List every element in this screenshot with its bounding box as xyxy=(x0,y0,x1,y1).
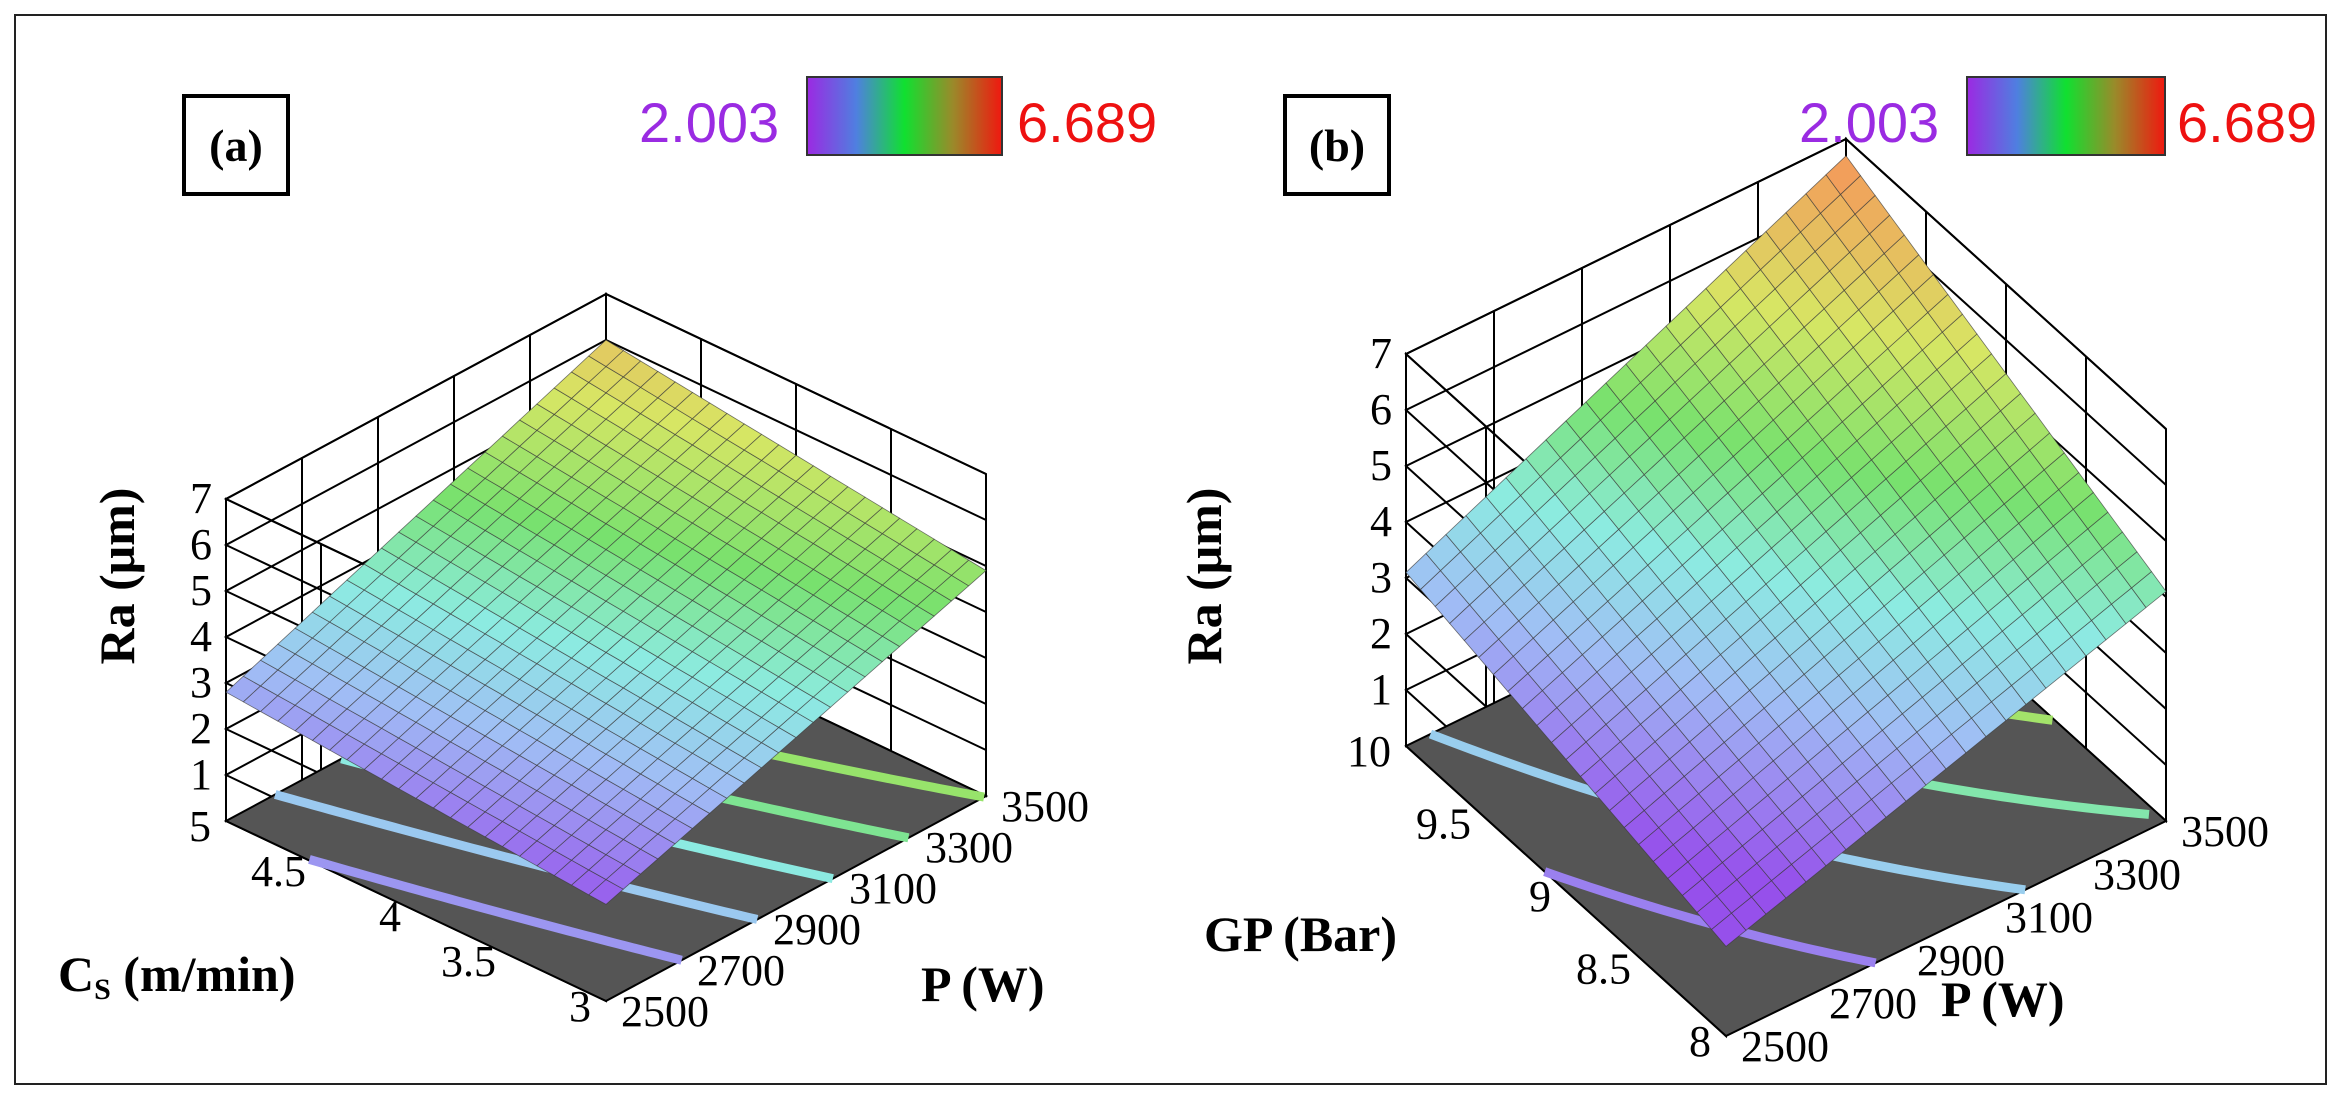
x-tick-label: 3500 xyxy=(1001,782,1089,831)
y-tick-label: 3.5 xyxy=(441,937,496,986)
y-tick-label: 10 xyxy=(1347,727,1391,776)
z-tick-label: 6 xyxy=(190,520,212,569)
colorbar-max-a: 6.689 xyxy=(1017,91,1158,154)
x-tick-label: 2700 xyxy=(1829,979,1917,1028)
x-tick-label: 3300 xyxy=(925,823,1013,872)
y-tick-label: 5 xyxy=(189,802,211,851)
z-axis-title-b: Ra (μm) xyxy=(1176,488,1232,665)
z-tick-label: 3 xyxy=(190,658,212,707)
surface-patch xyxy=(1825,155,1862,196)
x-tick-label: 2900 xyxy=(1917,936,2005,985)
plot-a-svg: 25002700290031003300350033.544.551234567… xyxy=(58,292,1089,1036)
floor-contour-line xyxy=(308,855,683,965)
z-tick-label: 5 xyxy=(190,566,212,615)
x-tick-label: 3300 xyxy=(2093,850,2181,899)
surface-plot-a: 2500 2700 2900 3100 3300 3500 3 3.5 4 4.5 5 1 2 3 4 5 6 7… xyxy=(16,16,1176,1083)
x-tick-label: 2500 xyxy=(621,987,709,1036)
x-tick-label: 3500 xyxy=(2181,807,2269,856)
y-axis-title-a: CS (m/min) xyxy=(58,946,296,1006)
z-tick-label: 7 xyxy=(1370,329,1392,378)
floor-contour-line xyxy=(273,790,759,924)
x-tick-label: 3100 xyxy=(849,864,937,913)
floor-contour-line xyxy=(1543,867,1877,968)
z-tick-label: 2 xyxy=(190,704,212,753)
x-tick-label: 2900 xyxy=(773,905,861,954)
x-tick-label: 2500 xyxy=(1741,1022,1829,1071)
colorbar-b xyxy=(1966,76,2166,156)
x-tick-label: 2700 xyxy=(697,946,785,995)
surface-plot-b: 2500 2700 2900 3100 3300 3500 8 8.5 9 9.5 10 1 2 3 4 5 6… xyxy=(1176,16,2326,1083)
z-tick-label: 5 xyxy=(1370,441,1392,490)
colorbar-max-b: 6.689 xyxy=(2177,91,2318,154)
z-tick-label: 2 xyxy=(1370,609,1392,658)
z-axis-title-a: Ra (μm) xyxy=(89,488,145,665)
figure-frame: 2500 2700 2900 3100 3300 3500 3 3.5 4 4.5 5 1 2 3 4 5 6 7… xyxy=(14,14,2327,1085)
z-tick-label: 4 xyxy=(1370,497,1392,546)
panel-label-a: (a) xyxy=(182,94,290,196)
z-tick-label: 1 xyxy=(190,750,212,799)
x-axis-title-b: P (W) xyxy=(1941,971,2065,1027)
z-tick-label: 7 xyxy=(190,474,212,523)
y-tick-label: 9 xyxy=(1529,872,1551,921)
z-tick-label: 6 xyxy=(1370,385,1392,434)
colorbar-min-b: 2.003 xyxy=(1799,91,1940,154)
z-tick-label: 4 xyxy=(190,612,212,661)
surface-patch xyxy=(588,339,624,367)
y-axis-title-b: GP (Bar) xyxy=(1204,906,1397,962)
x-axis-title-a: P (W) xyxy=(921,956,1045,1012)
x-tick-label: 3100 xyxy=(2005,893,2093,942)
colorbar-a xyxy=(806,76,1003,156)
y-tick-label: 8.5 xyxy=(1576,945,1631,994)
colorbar-min-a: 2.003 xyxy=(639,91,780,154)
y-tick-label: 8 xyxy=(1689,1017,1711,1066)
panel-label-b: (b) xyxy=(1283,94,1391,196)
z-tick-label: 3 xyxy=(1370,553,1392,602)
z-tick-label: 1 xyxy=(1370,665,1392,714)
y-tick-label: 4 xyxy=(379,892,401,941)
y-tick-label: 9.5 xyxy=(1416,800,1471,849)
y-tick-label: 4.5 xyxy=(251,847,306,896)
y-tick-label: 3 xyxy=(569,982,591,1031)
